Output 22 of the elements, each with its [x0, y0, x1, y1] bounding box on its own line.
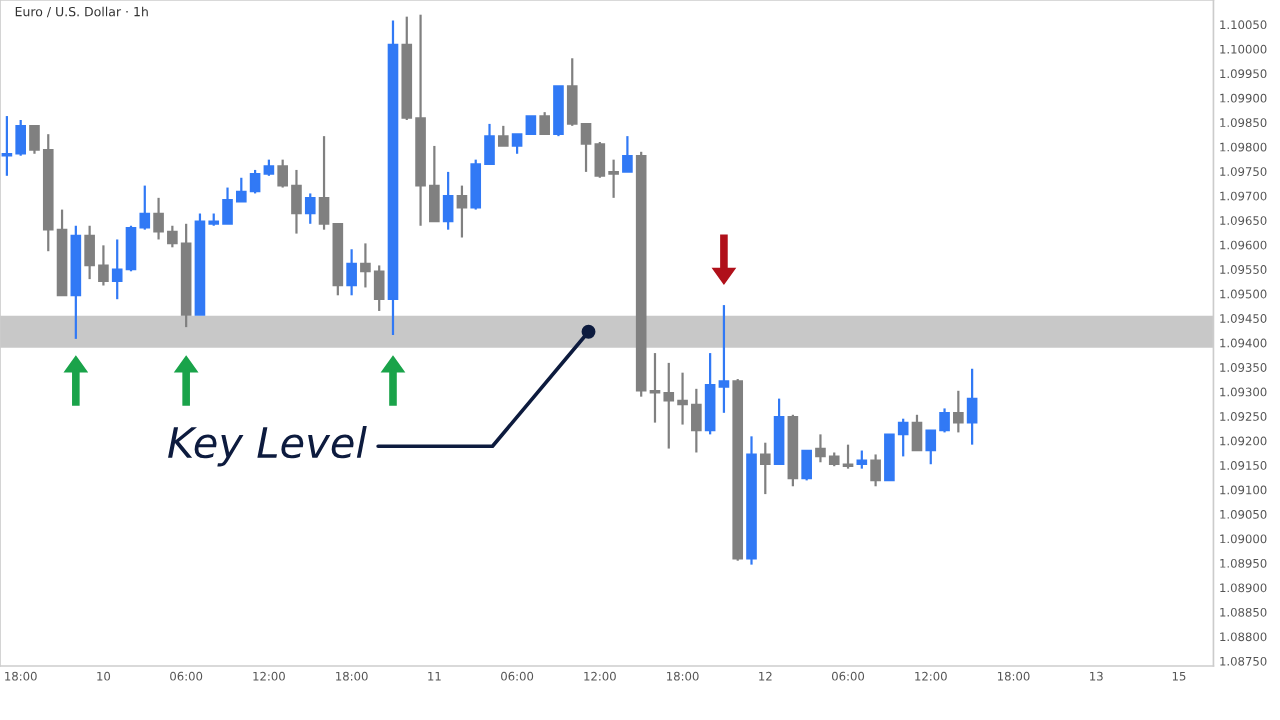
- candlestick: [966, 367, 978, 446]
- candlestick: [525, 115, 537, 136]
- candlestick: [442, 170, 454, 231]
- candlestick: [759, 441, 771, 496]
- candlestick: [511, 133, 523, 155]
- candlestick: [346, 248, 357, 297]
- candlestick: [801, 449, 812, 482]
- candlestick: [553, 85, 564, 138]
- candlestick: [304, 192, 316, 225]
- candlestick: [870, 453, 881, 488]
- candlestick: [318, 135, 330, 231]
- candlestick: [704, 351, 716, 436]
- candlestick: [539, 111, 550, 136]
- candlestick: [856, 449, 868, 470]
- candlestick: [911, 413, 923, 452]
- candlestick: [953, 389, 964, 434]
- band-label: Key Level: [168, 426, 367, 467]
- candlestick: [497, 124, 509, 148]
- candlestick: [718, 303, 730, 414]
- candlestick: [773, 397, 785, 466]
- candlestick: [456, 184, 468, 239]
- candlestick: [622, 135, 633, 173]
